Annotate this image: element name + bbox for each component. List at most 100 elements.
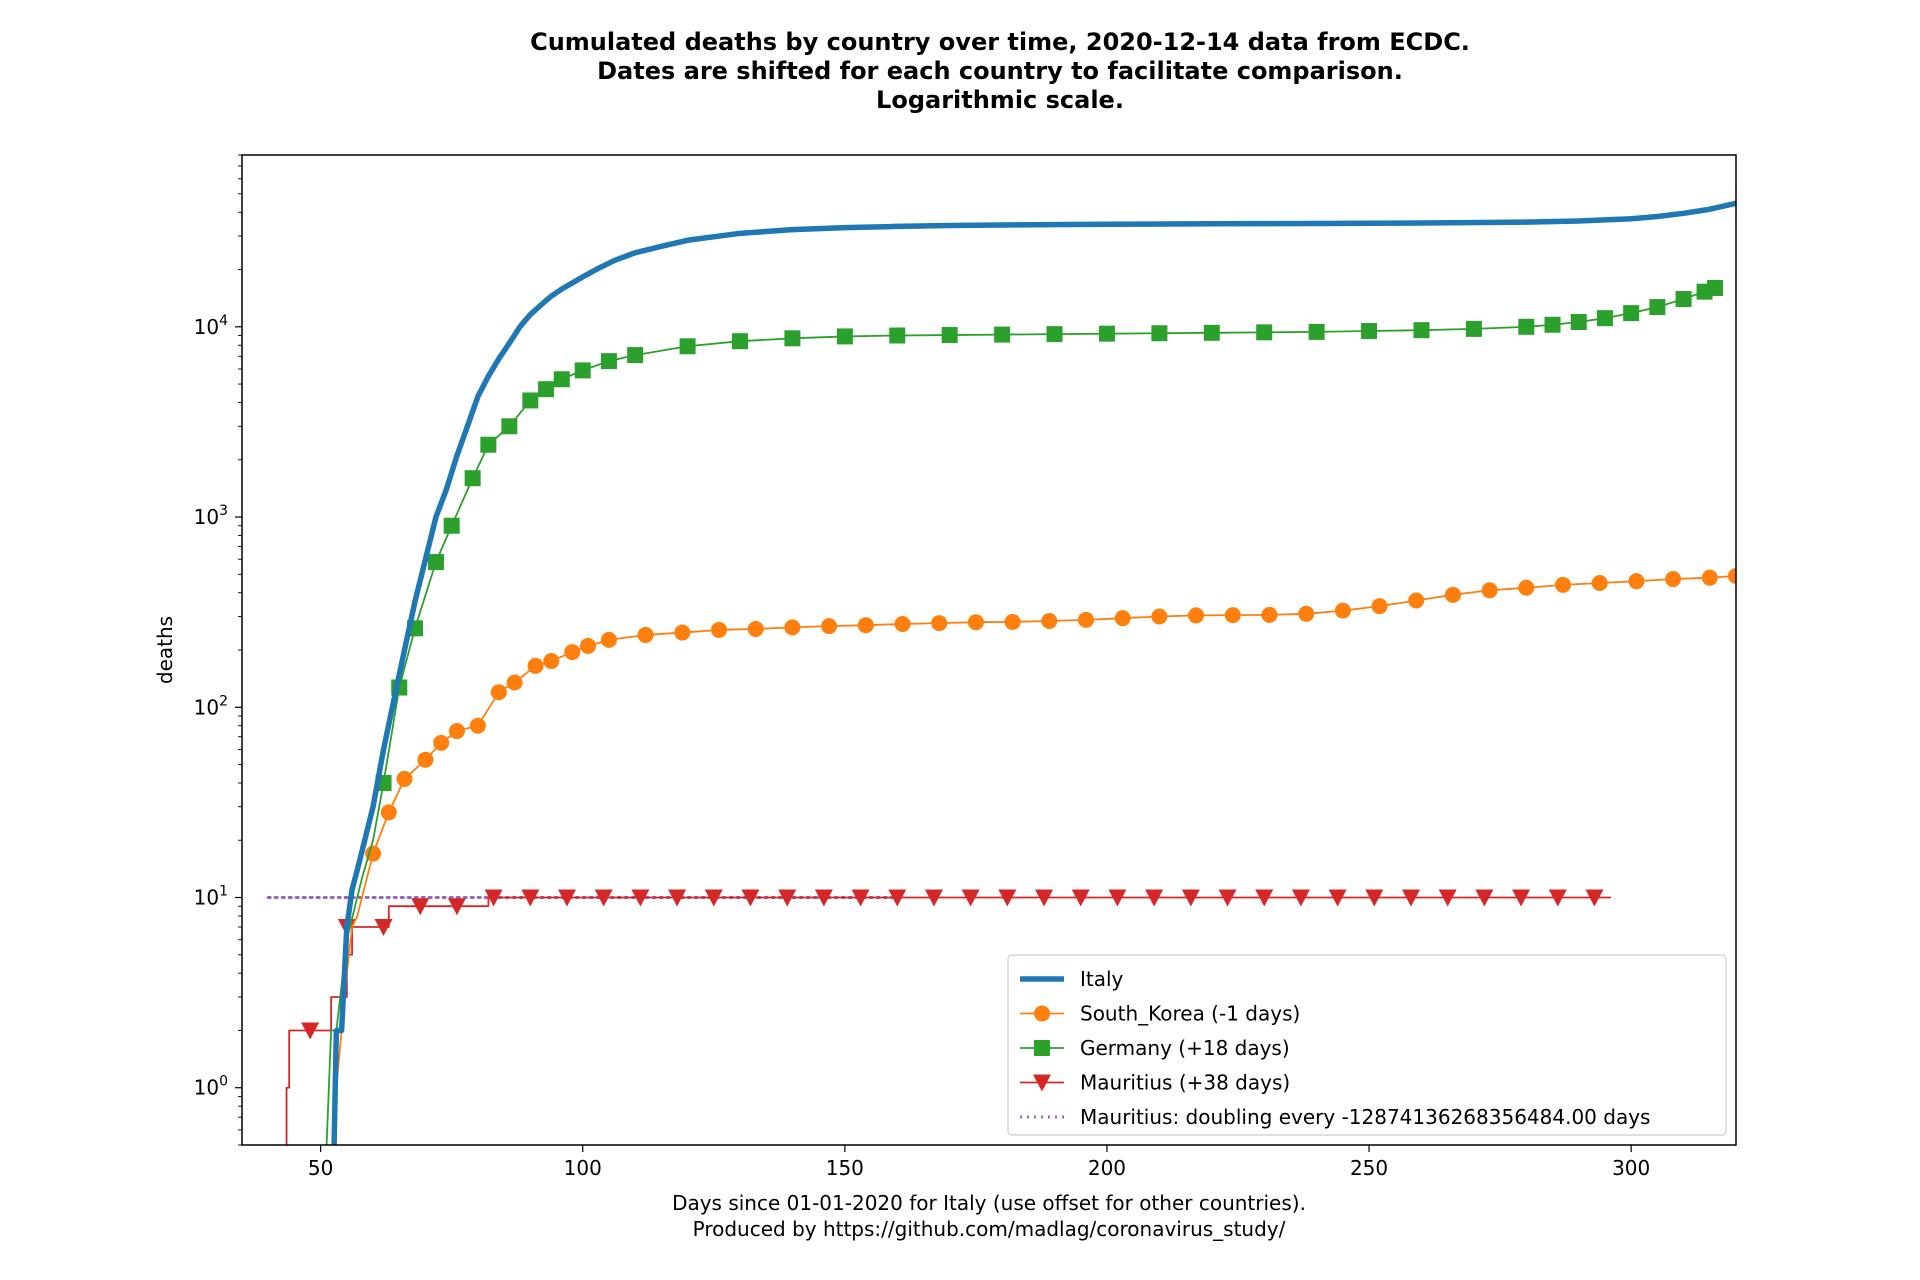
data-point-south-korea bbox=[1444, 586, 1461, 603]
legend-label-italy: Italy bbox=[1080, 967, 1124, 991]
data-point-south-korea bbox=[527, 657, 544, 674]
data-point-south-korea bbox=[543, 653, 560, 670]
series-germany bbox=[325, 279, 1724, 1145]
legend-label-germany: Germany (+18 days) bbox=[1080, 1036, 1290, 1060]
data-point-germany bbox=[1675, 290, 1692, 307]
data-point-germany bbox=[1544, 316, 1561, 333]
x-tick-label: 300 bbox=[1612, 1156, 1650, 1180]
data-point-germany bbox=[574, 362, 591, 379]
data-point-south-korea bbox=[1298, 605, 1315, 622]
legend-entry-germany: Germany (+18 days) bbox=[1020, 1036, 1290, 1060]
data-point-mauritius bbox=[1218, 889, 1237, 907]
data-point-south-korea bbox=[1408, 592, 1425, 609]
data-point-south-korea bbox=[433, 734, 450, 751]
legend: Italy South_Korea (-1 days) Germany (+18 d… bbox=[1007, 954, 1727, 1136]
data-point-south-korea bbox=[469, 717, 486, 734]
data-point-south-korea bbox=[967, 614, 984, 631]
data-point-south-korea bbox=[579, 637, 596, 654]
data-point-south-korea bbox=[894, 615, 911, 632]
series-south-korea bbox=[331, 567, 1736, 1145]
y-tick-label: 102 bbox=[194, 693, 228, 719]
data-point-south-korea bbox=[448, 723, 465, 740]
data-point-germany bbox=[553, 371, 570, 388]
y-tick-exponent: 3 bbox=[219, 503, 228, 519]
data-point-mauritius bbox=[558, 889, 577, 907]
data-point-south-korea bbox=[490, 684, 507, 701]
x-tick-label: 50 bbox=[308, 1156, 333, 1180]
y-tick-label: 101 bbox=[194, 884, 228, 910]
data-point-mauritius bbox=[888, 889, 907, 907]
data-point-germany bbox=[784, 330, 801, 347]
data-point-mauritius bbox=[374, 918, 393, 936]
y-tick-base: 10 bbox=[194, 315, 219, 339]
x-axis-label-line-1: Days since 01-01-2020 for Italy (use off… bbox=[672, 1191, 1306, 1215]
data-point-germany bbox=[1649, 299, 1666, 316]
data-point-south-korea bbox=[380, 804, 397, 821]
data-point-south-korea bbox=[1261, 606, 1278, 623]
data-point-germany bbox=[1465, 320, 1482, 337]
data-point-mauritius bbox=[301, 1022, 320, 1040]
chart-title-line-1: Cumulated deaths by country over time, 2… bbox=[530, 28, 1470, 56]
legend-entry-mauritius: Mauritius (+38 days) bbox=[1020, 1071, 1290, 1095]
data-point-germany bbox=[1098, 325, 1115, 342]
data-point-germany bbox=[941, 327, 958, 344]
x-axis: 50 100 150 200 250 300 bbox=[308, 1145, 1650, 1180]
chart-title-line-2: Dates are shifted for each country to fa… bbox=[597, 57, 1403, 85]
data-point-south-korea bbox=[1371, 598, 1388, 615]
data-point-germany bbox=[600, 353, 617, 370]
data-point-germany bbox=[1046, 326, 1063, 343]
data-point-germany bbox=[1203, 324, 1220, 341]
data-point-germany bbox=[889, 327, 906, 344]
y-axis-label: deaths bbox=[153, 616, 177, 684]
data-point-mauritius bbox=[961, 889, 980, 907]
data-point-south-korea bbox=[1481, 582, 1498, 599]
legend-marker-mauritius bbox=[1033, 1074, 1051, 1092]
data-point-mauritius bbox=[814, 889, 833, 907]
legend-entry-italy: Italy bbox=[1020, 967, 1124, 991]
plot-area bbox=[241, 154, 1737, 1146]
y-tick-exponent: 1 bbox=[219, 884, 228, 900]
data-point-germany bbox=[464, 470, 481, 487]
data-point-south-korea bbox=[674, 624, 691, 641]
data-point-mauritius bbox=[1328, 889, 1347, 907]
data-point-mauritius bbox=[741, 889, 760, 907]
data-point-germany bbox=[627, 347, 644, 364]
data-point-mauritius bbox=[778, 889, 797, 907]
data-point-mauritius bbox=[1035, 889, 1054, 907]
y-tick-exponent: 0 bbox=[219, 1074, 228, 1090]
series-layer bbox=[266, 200, 1736, 1145]
data-point-germany bbox=[538, 381, 555, 398]
data-point-mauritius bbox=[1181, 889, 1200, 907]
data-point-south-korea bbox=[1555, 576, 1572, 593]
data-point-south-korea bbox=[1041, 613, 1058, 630]
data-point-south-korea bbox=[1188, 607, 1205, 624]
data-point-mauritius bbox=[1291, 889, 1310, 907]
data-point-germany bbox=[732, 333, 748, 350]
data-point-south-korea bbox=[931, 615, 948, 632]
legend-entry-mauritius-doubling: Mauritius: doubling every -1287413626835… bbox=[1020, 1105, 1650, 1129]
data-point-germany bbox=[522, 392, 539, 409]
data-point-germany bbox=[1256, 324, 1273, 341]
data-point-mauritius bbox=[411, 898, 430, 916]
data-point-mauritius bbox=[704, 889, 723, 907]
data-point-mauritius bbox=[1475, 889, 1494, 907]
data-point-germany bbox=[1570, 313, 1587, 330]
data-point-mauritius bbox=[1512, 889, 1531, 907]
data-point-germany bbox=[1413, 322, 1430, 339]
data-point-south-korea bbox=[1114, 610, 1131, 627]
data-point-germany bbox=[1596, 310, 1613, 327]
data-point-south-korea bbox=[564, 644, 581, 661]
data-point-south-korea bbox=[365, 845, 382, 862]
data-point-germany bbox=[836, 328, 853, 345]
data-point-mauritius bbox=[521, 889, 540, 907]
y-tick-base: 10 bbox=[194, 695, 219, 719]
data-point-germany bbox=[1623, 305, 1640, 322]
data-point-mauritius bbox=[924, 889, 943, 907]
data-point-mauritius bbox=[1548, 889, 1567, 907]
legend-marker-south-korea bbox=[1034, 1005, 1050, 1022]
data-point-south-korea bbox=[1665, 571, 1682, 588]
data-point-south-korea bbox=[600, 631, 617, 648]
data-point-germany bbox=[427, 554, 444, 571]
data-point-south-korea bbox=[417, 751, 434, 768]
